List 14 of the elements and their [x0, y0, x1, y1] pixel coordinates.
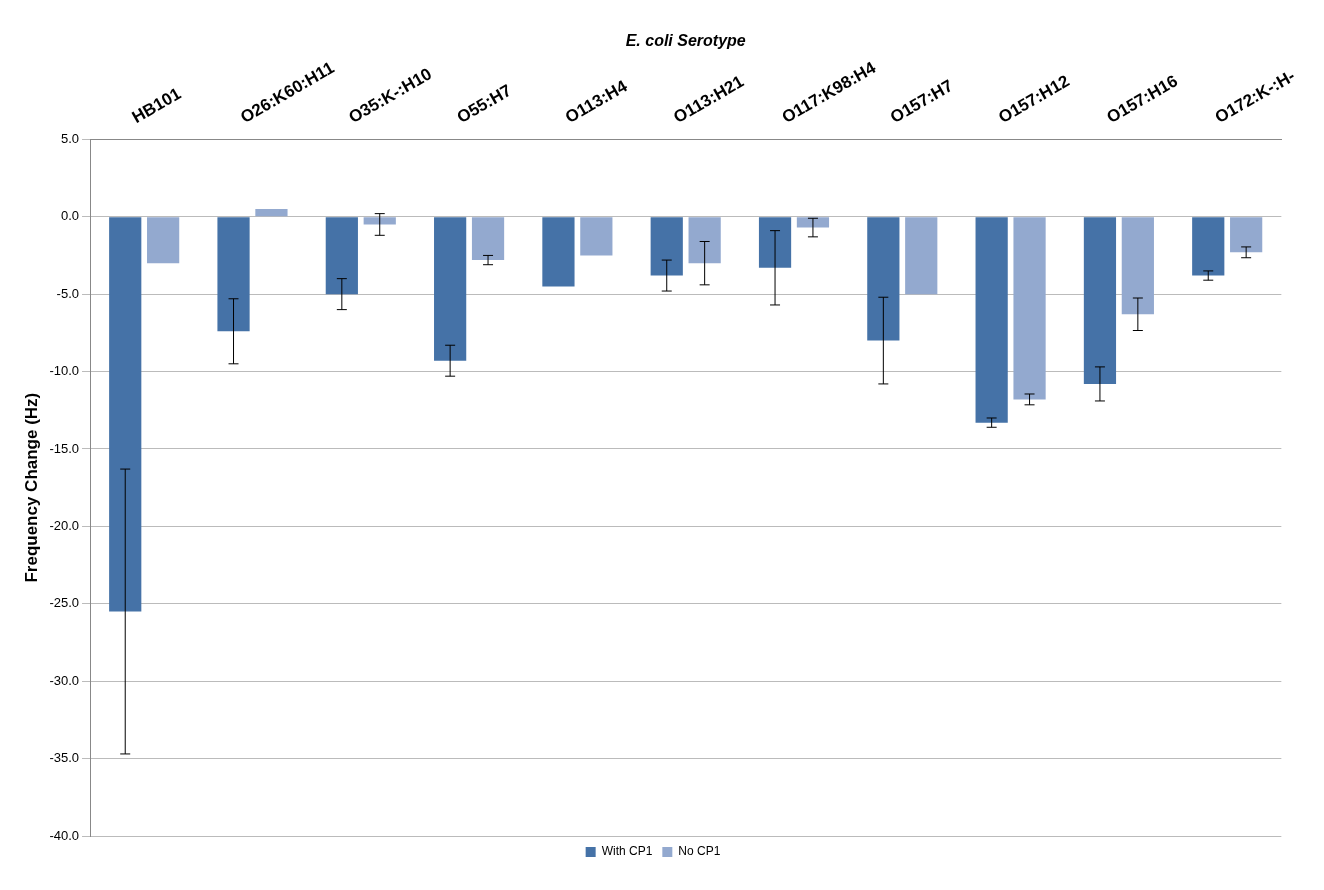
- y-tick-label: 5.0: [60, 130, 80, 146]
- y-tick-label: 0.0: [60, 208, 80, 224]
- y-tick-label: -35.0: [49, 750, 80, 766]
- y-axis-title: Frequency Change (Hz): [21, 392, 41, 583]
- y-tick-label: -10.0: [49, 363, 80, 379]
- y-tick-label: -15.0: [49, 440, 80, 456]
- legend-label: With CP1: [601, 844, 653, 859]
- y-tick-label: -30.0: [49, 672, 80, 688]
- legend-label: No CP1: [678, 844, 721, 859]
- y-tick-label: -20.0: [49, 517, 80, 533]
- x-axis-title: E. coli Serotype: [625, 32, 746, 50]
- y-tick-label: -40.0: [49, 827, 80, 843]
- y-tick-label: -5.0: [56, 285, 80, 301]
- y-tick-label: -25.0: [49, 595, 80, 611]
